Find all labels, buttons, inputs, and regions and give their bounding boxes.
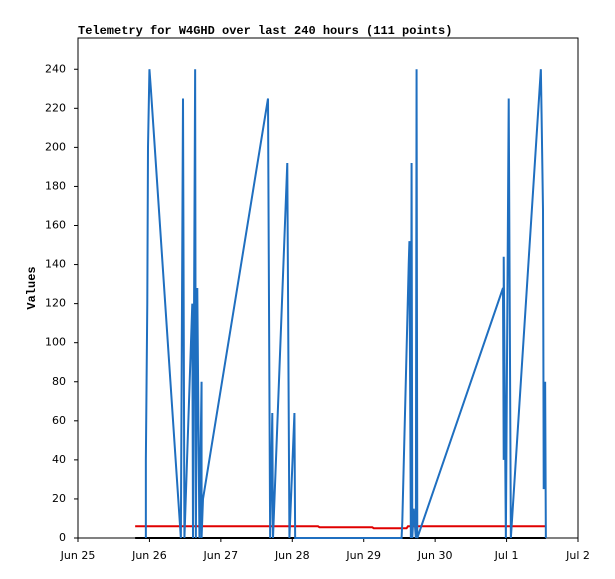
y-tick-label: 20: [52, 492, 66, 505]
x-tick-label: Jun 26: [131, 549, 167, 562]
x-tick-label: Jun 29: [345, 549, 381, 562]
series-line: [135, 525, 546, 530]
series-line: [144, 69, 547, 539]
y-tick-label: 140: [45, 258, 66, 271]
chart-title: Telemetry for W4GHD over last 240 hours …: [78, 24, 452, 38]
x-tick-label: Jul 1: [494, 549, 519, 562]
y-tick-label: 220: [45, 101, 66, 114]
y-tick-label: 200: [45, 140, 66, 153]
y-tick-label: 40: [52, 453, 66, 466]
y-tick-label: 180: [45, 179, 66, 192]
y-tick-label: 160: [45, 219, 66, 232]
y-tick-label: 240: [45, 62, 66, 75]
y-axis-label: Values: [25, 266, 39, 309]
y-tick-label: 80: [52, 375, 66, 388]
y-tick-label: 0: [59, 531, 66, 544]
x-tick-label: Jun 25: [60, 549, 96, 562]
x-tick-label: Jun 28: [274, 549, 310, 562]
x-tick-label: Jun 30: [417, 549, 453, 562]
y-tick-label: 60: [52, 414, 66, 427]
x-tick-label: Jul 2: [565, 549, 590, 562]
y-tick-label: 100: [45, 336, 66, 349]
y-tick-label: 120: [45, 297, 66, 310]
plot-frame: [77, 37, 579, 539]
x-tick-label: Jun 27: [203, 549, 239, 562]
